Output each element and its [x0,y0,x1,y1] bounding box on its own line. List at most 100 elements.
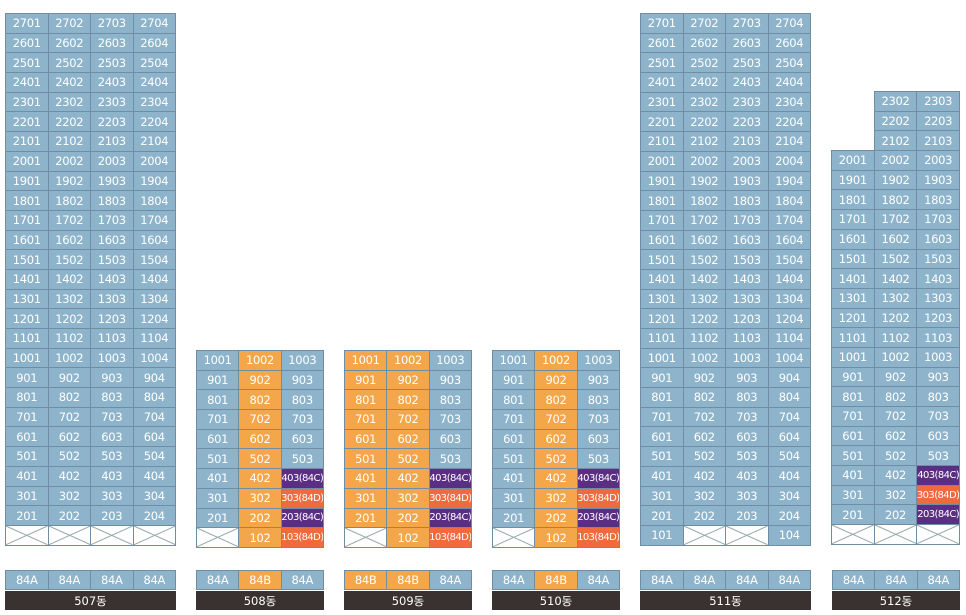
unit-cell: 402 [873,465,918,486]
no-unit-cell [345,528,387,547]
unit-cell: 204 [768,506,810,525]
unit-type-cell: 84B [345,571,387,589]
unit-type-row: 84A 84A 84A [832,570,960,590]
unit-cell: 303(84D) [577,488,619,508]
unit-cell: 401 [641,466,683,486]
unit-cell: 2002 [873,150,918,171]
unit-cell: 2503 [726,53,768,73]
unit-cell: 1703 [726,210,768,230]
unit-cell: 301 [345,488,387,508]
unit-cell: 2701 [6,14,48,33]
unit-cell: 1201 [831,307,875,329]
unit-cell: 802 [48,388,90,407]
unit-cell: 202 [535,508,577,528]
unit-cell: 403 [91,466,133,486]
unit-cell: 1401 [6,269,48,289]
unit-cell: 903 [577,370,619,390]
unit-cell: 2502 [683,53,725,73]
building-512동: 2302 2303 2202 2203 2102 2103 2001 2002 2003 1901… [831,91,960,545]
unit-cell: 601 [641,427,683,447]
unit-cell: 2101 [641,132,683,151]
unit-cell: 403(84C) [916,465,960,486]
unit-cell: 402 [387,469,429,488]
unit-cell: 602 [683,427,725,447]
unit-type-cell: 84B [535,571,577,589]
unit-cell: 301 [6,486,48,506]
unit-cell: 1002 [239,351,281,370]
unit-cell: 601 [345,429,387,449]
unit-cell: 401 [493,469,535,488]
unit-cell: 1404 [133,269,175,289]
unit-cell: 1903 [726,171,768,191]
unit-cell: 703 [281,410,323,429]
unit-cell: 1301 [831,287,875,309]
unit-cell: 1902 [873,169,918,191]
unit-cell: 901 [6,368,48,388]
unit-cell: 2603 [91,33,133,53]
unit-type-cell: 84A [641,571,683,589]
unit-cell: 2504 [768,53,810,73]
unit-type-row: 84A 84A 84A 84A [5,570,176,590]
unit-cell: 401 [831,465,875,486]
unit-cell: 2502 [48,53,90,73]
unit-cell: 1202 [683,309,725,328]
unit-cell: 1003 [916,346,960,368]
unit-cell: 502 [239,449,281,469]
unit-cell: 1601 [6,230,48,250]
unit-type-cell: 84B [239,571,281,589]
unit-cell: 1704 [768,210,810,230]
unit-cell: 1102 [48,329,90,348]
unit-cell: 1304 [133,289,175,309]
unit-cell: 501 [641,447,683,466]
unit-cell: 803 [916,386,960,407]
unit-cell: 2303 [916,91,960,112]
unit-cell: 202 [239,508,281,528]
unit-cell: 102 [535,528,577,547]
unit-cell: 1102 [683,329,725,348]
unit-cell: 1402 [873,268,918,289]
unit-type-cell: 84A [281,571,323,589]
no-unit-cell [683,525,725,545]
unit-cell: 503 [429,449,471,469]
unit-cell: 2202 [873,110,918,132]
unit-cell: 1603 [916,228,960,250]
unit-cell: 701 [641,407,683,427]
unit-cell: 804 [133,388,175,407]
unit-cell: 301 [493,488,535,508]
unit-cell: 202 [48,506,90,525]
unit-cell: 2103 [726,132,768,151]
unit-cell: 1803 [91,191,133,210]
unit-cell: 2102 [873,130,918,152]
unit-cell: 1501 [641,250,683,269]
unit-cell: 502 [683,447,725,466]
unit-cell: 404 [768,466,810,486]
unit-cell: 2304 [133,92,175,112]
unit-cell: 1802 [873,189,918,211]
unit-cell: 2002 [683,151,725,171]
unit-cell: 2602 [48,33,90,53]
unit-cell: 1504 [768,250,810,269]
empty-space [832,131,875,150]
no-unit-cell [6,525,48,545]
unit-cell: 703 [429,410,471,429]
unit-cell: 503 [577,449,619,469]
unit-cell: 1401 [831,268,875,289]
unit-cell: 1901 [6,171,48,191]
unit-cell: 2301 [6,92,48,112]
unit-cell: 1703 [916,209,960,230]
unit-cell: 2104 [133,132,175,151]
unit-cell: 603 [726,427,768,447]
unit-cell: 401 [6,466,48,486]
unit-type-cell: 84B [387,571,429,589]
unit-cell: 303 [91,486,133,506]
unit-cell: 2704 [133,14,175,33]
building-511동: 2701 2702 2703 2704 2601 2602 2603 2604 2501 2502… [640,13,811,546]
unit-cell: 202 [683,506,725,525]
unit-cell: 1203 [91,309,133,328]
unit-cell: 1002 [535,351,577,370]
unit-cell: 2304 [768,92,810,112]
unit-cell: 902 [535,370,577,390]
unit-type-cell: 84A [875,571,917,589]
unit-cell: 802 [387,390,429,410]
unit-cell: 2601 [641,33,683,53]
